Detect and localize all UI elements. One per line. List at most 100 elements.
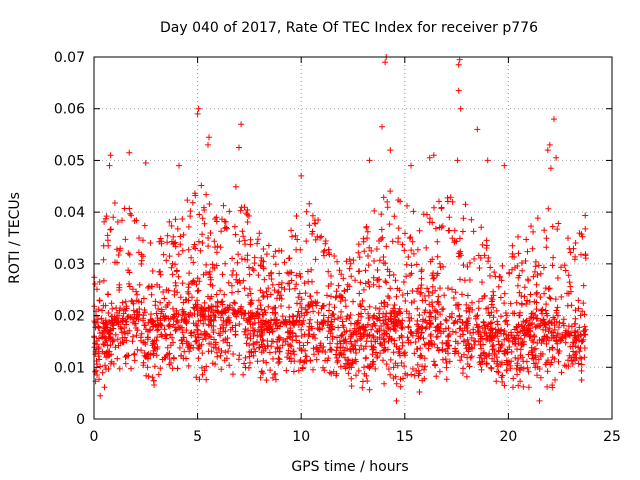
- data-point: [567, 249, 574, 256]
- data-point: [433, 324, 440, 331]
- data-point: [342, 297, 349, 304]
- data-point: [175, 251, 182, 258]
- data-point: [354, 337, 361, 344]
- data-point: [244, 207, 251, 213]
- data-point: [150, 340, 157, 347]
- data-point: [414, 328, 421, 335]
- data-point: [536, 366, 543, 372]
- data-point: [434, 270, 441, 277]
- data-point: [494, 321, 501, 328]
- data-point: [380, 347, 387, 354]
- data-point: [362, 355, 369, 362]
- data-point: [339, 331, 346, 338]
- data-point: [532, 258, 539, 265]
- data-point: [177, 294, 184, 301]
- data-point: [357, 302, 364, 309]
- data-point: [150, 318, 157, 325]
- data-point: [245, 213, 252, 219]
- data-point: [248, 297, 255, 304]
- data-point: [398, 320, 405, 327]
- data-point: [387, 285, 394, 292]
- data-point: [419, 377, 426, 384]
- data-point: [188, 254, 195, 261]
- data-point: [108, 300, 115, 307]
- data-point: [464, 292, 471, 299]
- data-point: [298, 326, 305, 333]
- data-point: [387, 371, 394, 378]
- data-point: [373, 315, 380, 322]
- data-point: [405, 324, 412, 331]
- data-point: [479, 241, 486, 248]
- data-point: [179, 280, 186, 287]
- data-point: [234, 259, 241, 266]
- data-point: [488, 325, 495, 332]
- data-point: [414, 305, 421, 312]
- data-point: [405, 339, 412, 346]
- data-point: [373, 246, 380, 252]
- data-point: [170, 305, 176, 312]
- data-point: [415, 285, 422, 292]
- data-point: [115, 342, 122, 349]
- data-point: [382, 313, 389, 320]
- data-point: [537, 270, 544, 277]
- data-point: [174, 225, 181, 232]
- data-point: [501, 290, 508, 297]
- data-point: [247, 330, 254, 337]
- data-point: [244, 219, 251, 225]
- data-point: [206, 271, 213, 278]
- data-point: [517, 309, 523, 316]
- data-point: [516, 289, 523, 296]
- data-point: [558, 264, 564, 271]
- data-point: [128, 212, 135, 219]
- data-point: [397, 352, 403, 359]
- data-point: [366, 157, 373, 164]
- data-point: [380, 254, 387, 260]
- data-point: [521, 332, 528, 339]
- data-point: [279, 342, 286, 349]
- data-point: [241, 328, 248, 335]
- data-point: [295, 294, 302, 301]
- data-point: [342, 303, 349, 310]
- data-point: [115, 252, 122, 258]
- data-point: [414, 288, 420, 295]
- data-point: [347, 327, 353, 334]
- data-point: [176, 162, 182, 169]
- data-point: [292, 232, 299, 239]
- data-point: [504, 335, 510, 342]
- data-point: [408, 247, 415, 254]
- data-point: [385, 316, 392, 323]
- data-point: [449, 286, 455, 293]
- data-point: [138, 330, 145, 337]
- data-point: [109, 305, 116, 312]
- grid-lines: [94, 57, 612, 419]
- data-point: [475, 305, 482, 312]
- data-point: [532, 345, 539, 352]
- data-point: [328, 370, 335, 377]
- data-point: [465, 315, 472, 322]
- data-point: [534, 289, 540, 296]
- data-point: [397, 383, 404, 390]
- data-point: [114, 259, 120, 266]
- data-point: [312, 256, 319, 263]
- data-point: [343, 316, 350, 322]
- data-point: [286, 280, 293, 287]
- data-point: [107, 326, 114, 333]
- data-point: [276, 247, 282, 254]
- data-point: [198, 305, 205, 312]
- data-point: [550, 254, 557, 261]
- data-point: [215, 309, 222, 316]
- data-point: [575, 360, 582, 367]
- data-point: [287, 350, 294, 357]
- data-point: [219, 216, 225, 223]
- data-point: [101, 218, 108, 225]
- data-point: [430, 275, 437, 282]
- data-point: [231, 223, 238, 230]
- data-point: [303, 358, 310, 365]
- data-point: [185, 284, 192, 291]
- data-point: [554, 304, 561, 311]
- data-point: [205, 235, 212, 241]
- data-point: [178, 352, 185, 359]
- data-point: [179, 312, 186, 319]
- data-point: [270, 355, 276, 362]
- data-point: [299, 321, 306, 328]
